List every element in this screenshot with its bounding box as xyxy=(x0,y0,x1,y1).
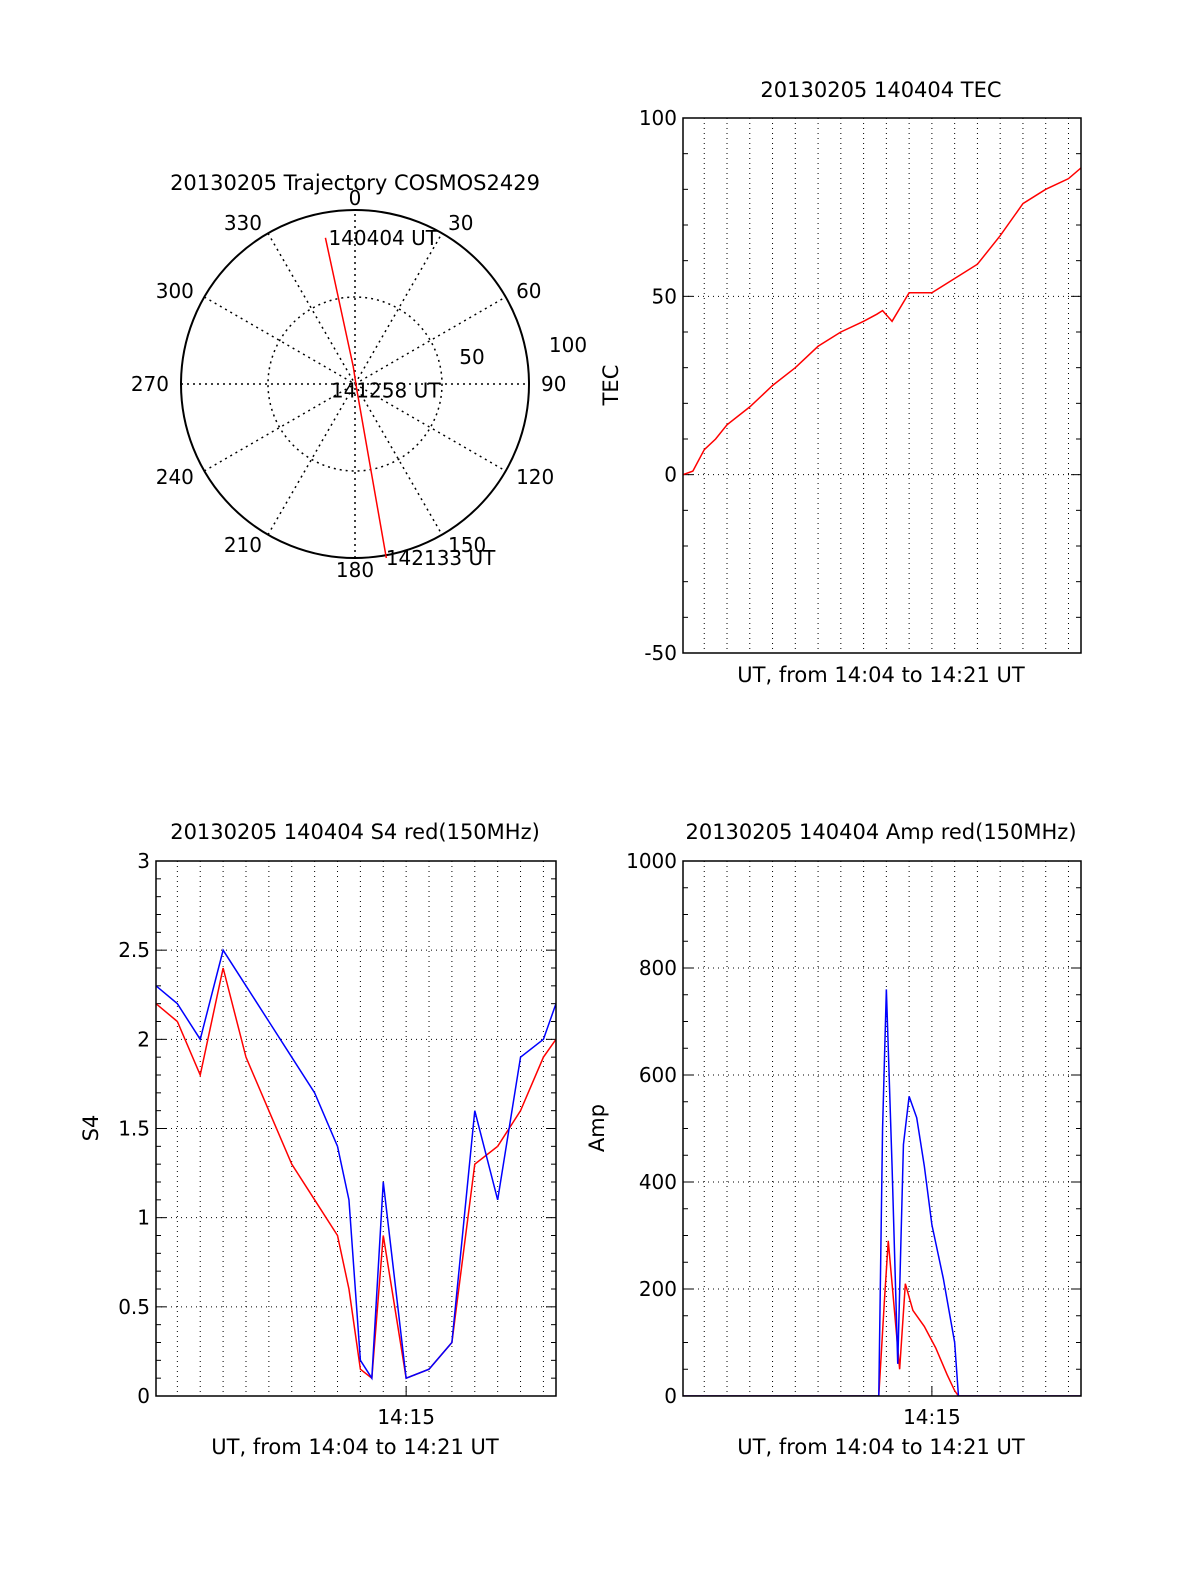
amp-title: 20130205 140404 Amp red(150MHz) xyxy=(685,820,1076,844)
y-tick-label: 0 xyxy=(664,1384,677,1408)
s4-panel: 20130205 140404 S4 red(150MHz) UT, from … xyxy=(79,820,557,1459)
azimuth-label: 0 xyxy=(349,186,362,210)
y-tick-label: 100 xyxy=(639,106,677,130)
trajectory-title: 20130205 Trajectory COSMOS2429 xyxy=(170,171,540,195)
series-line xyxy=(683,989,1081,1396)
azimuth-label: 30 xyxy=(448,211,473,235)
y-tick-label: 0 xyxy=(664,463,677,487)
grid xyxy=(156,860,556,1397)
azimuth-label: 150 xyxy=(448,533,486,557)
trajectory-annotation: 140404 UT xyxy=(328,226,438,250)
y-tick-label: 1000 xyxy=(626,849,677,873)
trajectory-line xyxy=(324,237,388,559)
azimuth-label: 180 xyxy=(336,558,374,582)
azimuth-label: 270 xyxy=(131,372,169,396)
y-tick-label: 2 xyxy=(137,1027,150,1051)
grid xyxy=(683,117,1081,654)
tec-panel: 20130205 140404 TEC UT, from 14:04 to 14… xyxy=(599,78,1082,687)
azimuth-label: 90 xyxy=(541,372,566,396)
s4-ylabel: S4 xyxy=(79,1115,103,1142)
y-tick-label: 0 xyxy=(137,1384,150,1408)
plot-frame xyxy=(155,860,557,1397)
amp-xlabel: UT, from 14:04 to 14:21 UT xyxy=(737,1435,1025,1459)
trajectory-annotation: 142133 UT xyxy=(386,546,496,570)
trajectory-annotation: 141258 UT xyxy=(331,378,441,402)
tec-title: 20130205 140404 TEC xyxy=(760,78,1001,102)
s4-xlabel: UT, from 14:04 to 14:21 UT xyxy=(211,1435,499,1459)
azimuth-label: 210 xyxy=(224,533,262,557)
polar-grid xyxy=(180,209,530,559)
y-tick-label: 2.5 xyxy=(118,938,150,962)
x-tick-label: 14:15 xyxy=(903,1405,961,1429)
polar-labels: 0 30 60 90 120 150 180 210 240 270 300 330 50 100 xyxy=(131,186,587,582)
series-line xyxy=(156,948,556,1381)
inner-circle xyxy=(267,296,443,472)
grid xyxy=(683,860,1081,1397)
radial-label: 50 xyxy=(459,345,484,369)
x-tick-label: 14:15 xyxy=(377,1405,435,1429)
azimuth-label: 300 xyxy=(156,279,194,303)
y-tick-label: 400 xyxy=(639,1170,677,1194)
y-tick-label: 3 xyxy=(137,849,150,873)
azimuth-label: 120 xyxy=(516,465,554,489)
series-line xyxy=(156,967,556,1380)
plot-frame xyxy=(682,117,1082,654)
series-line xyxy=(683,1240,1081,1396)
plot-frame xyxy=(682,860,1082,1397)
s4-title: 20130205 140404 S4 red(150MHz) xyxy=(170,820,540,844)
spoke-line xyxy=(267,232,443,536)
amp-ylabel: Amp xyxy=(585,1104,609,1152)
azimuth-label: 60 xyxy=(516,279,541,303)
y-tick-label: 1 xyxy=(137,1206,150,1230)
amp-panel: 20130205 140404 Amp red(150MHz) UT, from… xyxy=(585,820,1082,1459)
azimuth-label: 240 xyxy=(156,465,194,489)
trajectory-panel: 20130205 Trajectory COSMOS2429 0 30 60 90 12… xyxy=(131,171,587,582)
trajectory-annotations: 140404 UT 141258 UT 142133 UT xyxy=(328,226,496,570)
y-tick-label: 1.5 xyxy=(118,1117,150,1141)
y-tick-label: 50 xyxy=(652,284,677,308)
y-tick-label: 0.5 xyxy=(118,1295,150,1319)
y-tick-label: 200 xyxy=(639,1277,677,1301)
tec-xlabel: UT, from 14:04 to 14:21 UT xyxy=(737,663,1025,687)
azimuth-label: 330 xyxy=(224,211,262,235)
y-tick-label: 800 xyxy=(639,956,677,980)
y-tick-label: 600 xyxy=(639,1063,677,1087)
trajectory-track xyxy=(324,237,388,559)
radial-label: 100 xyxy=(549,333,587,357)
tec-ylabel: TEC xyxy=(599,365,623,407)
y-tick-label: -50 xyxy=(644,641,677,665)
series-line xyxy=(683,167,1081,476)
